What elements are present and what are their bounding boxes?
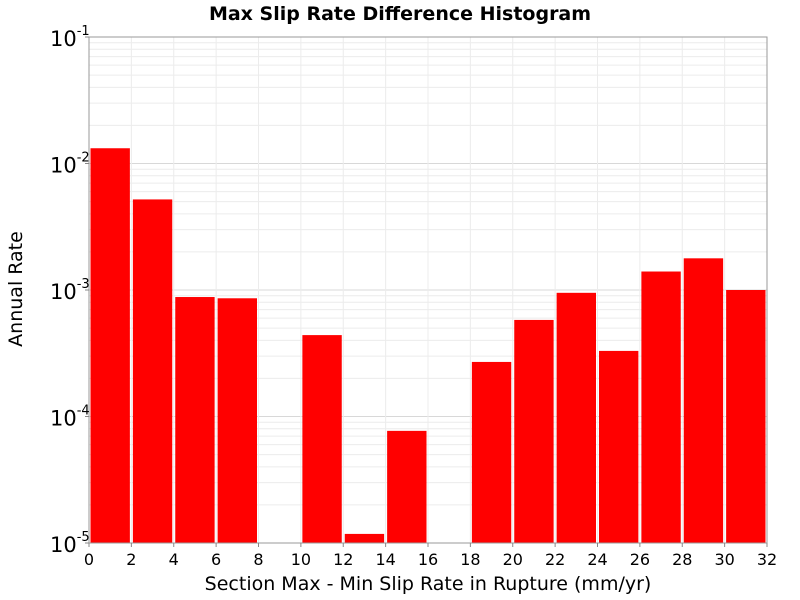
histogram-bar — [387, 430, 427, 543]
x-axis-label: Section Max - Min Slip Rate in Rupture (… — [205, 573, 652, 595]
histogram-bar — [683, 258, 724, 543]
x-tick-label: 6 — [211, 550, 221, 569]
chart-title: Max Slip Rate Difference Histogram — [209, 3, 591, 25]
x-tick-label: 8 — [253, 550, 263, 569]
histogram-bar — [90, 148, 130, 544]
x-axis-ticks: 0 2 4 6 8 10 12 14 16 18 20 22 24 26 28 30 32 — [84, 543, 777, 569]
y-tick-label: 10-3 — [50, 277, 90, 304]
y-tick-label: 10-2 — [50, 151, 90, 178]
histogram-bar — [514, 319, 554, 543]
histogram-bar — [556, 292, 596, 543]
histogram-bar — [471, 361, 512, 543]
bars — [90, 148, 766, 544]
x-tick-label: 30 — [714, 550, 734, 569]
histogram-bar — [175, 297, 215, 543]
x-tick-label: 16 — [418, 550, 438, 569]
y-axis-label: Annual Rate — [5, 231, 27, 347]
y-axis-ticks: 10-110-210-310-410-5 — [50, 24, 90, 557]
x-tick-label: 2 — [126, 550, 136, 569]
histogram-bar — [302, 335, 342, 543]
histogram-bar — [726, 290, 766, 543]
y-tick-label: 10-4 — [50, 404, 90, 431]
histogram-bar — [641, 271, 681, 543]
x-tick-label: 14 — [375, 550, 395, 569]
y-tick-label: 10-1 — [50, 24, 90, 51]
x-tick-label: 22 — [545, 550, 565, 569]
x-tick-label: 20 — [503, 550, 523, 569]
histogram-bar — [132, 199, 173, 543]
x-tick-label: 28 — [672, 550, 692, 569]
histogram-bar — [217, 298, 257, 543]
x-tick-label: 32 — [757, 550, 777, 569]
x-tick-label: 24 — [587, 550, 607, 569]
x-tick-label: 4 — [169, 550, 179, 569]
x-tick-label: 10 — [291, 550, 311, 569]
x-tick-label: 18 — [460, 550, 480, 569]
x-tick-label: 26 — [630, 550, 650, 569]
x-tick-label: 12 — [333, 550, 353, 569]
histogram-bar — [344, 533, 385, 543]
x-tick-label: 0 — [84, 550, 94, 569]
histogram-bar — [599, 350, 639, 543]
